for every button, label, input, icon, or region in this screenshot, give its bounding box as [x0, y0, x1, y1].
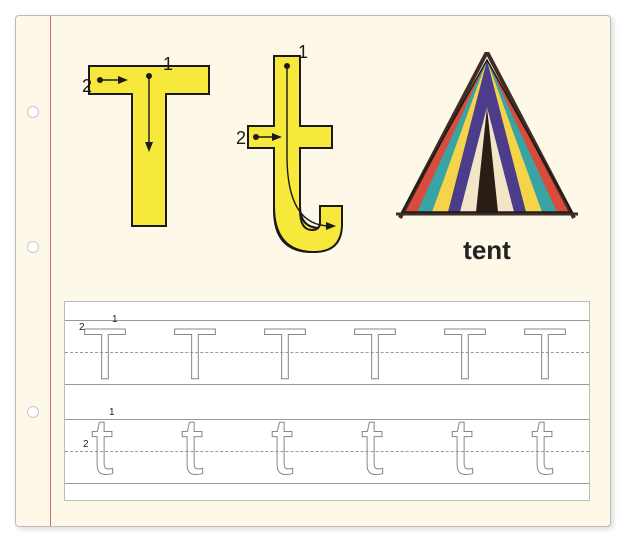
- punch-hole: [27, 106, 39, 118]
- trace-T: T: [173, 314, 217, 396]
- trace-T: T: [523, 314, 567, 396]
- mini-step-2: 2: [79, 322, 85, 333]
- top-section: 1 2 1 2: [64, 36, 590, 281]
- lowercase-t: [248, 56, 342, 252]
- practice-row-lower: t 1 2 t t t t t: [65, 401, 589, 500]
- practice-box: T 1 2 T T T T T t 1 2 t t t t t: [64, 301, 590, 501]
- mini-step-1: 1: [112, 314, 118, 325]
- worksheet-sheet: 1 2 1 2: [15, 15, 611, 527]
- trace-T: T: [353, 314, 397, 396]
- tent-label: tent: [463, 235, 511, 266]
- letters-demo-box: 1 2 1 2: [64, 36, 364, 281]
- tent-icon: [392, 52, 582, 227]
- trace-t: t: [531, 401, 553, 493]
- trace-T: T: [83, 314, 127, 396]
- trace-t: t: [181, 401, 203, 493]
- punch-hole: [27, 406, 39, 418]
- trace-t: t: [271, 401, 293, 493]
- trace-T: T: [443, 314, 487, 396]
- step-1-upper: 1: [163, 54, 173, 74]
- step-2-upper: 2: [82, 76, 92, 96]
- margin-line: [50, 16, 51, 526]
- trace-t: t: [361, 401, 383, 493]
- trace-T: T: [263, 314, 307, 396]
- step-1-lower: 1: [298, 42, 308, 62]
- practice-row-upper: T 1 2 T T T T T: [65, 302, 589, 401]
- step-2-lower: 2: [236, 128, 246, 148]
- punch-hole: [27, 241, 39, 253]
- big-letters-svg: 1 2 1 2: [64, 36, 364, 281]
- trace-t: t: [451, 401, 473, 493]
- uppercase-T: [89, 66, 209, 226]
- mini-step-2: 2: [83, 439, 89, 450]
- mini-step-1: 1: [109, 407, 115, 418]
- tent-box: tent: [384, 36, 590, 281]
